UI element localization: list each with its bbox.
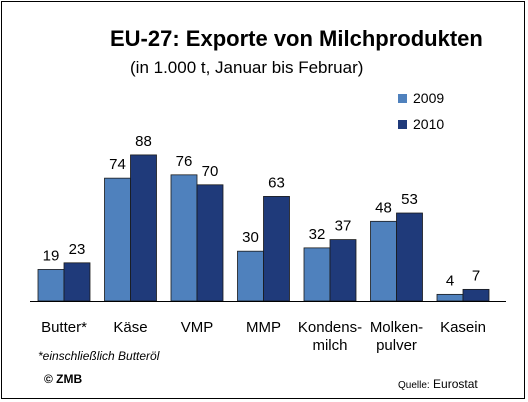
bar-2009-0	[37, 269, 65, 302]
category-label-6-0: Kasein	[440, 319, 486, 336]
value-label-2010-2: 70	[202, 163, 219, 180]
bar-2010-1	[130, 154, 157, 302]
value-label-2009-5: 48	[375, 199, 392, 216]
category-label-4-0: Kondens-	[298, 319, 362, 336]
bar-2009-1	[104, 177, 131, 302]
value-label-2009-0: 19	[43, 247, 60, 264]
category-label-2-0: VMP	[181, 319, 214, 336]
value-label-2009-4: 32	[309, 226, 326, 243]
value-label-2010-0: 23	[69, 241, 86, 258]
source-label: Quelle:	[398, 380, 430, 391]
value-label-2009-2: 76	[176, 153, 193, 170]
bar-2009-2	[170, 174, 198, 302]
bar-2010-0	[63, 262, 91, 302]
category-label-5-1: pulver	[376, 337, 417, 354]
category-label-0-0: Butter*	[41, 319, 87, 336]
bar-2010-5	[396, 212, 423, 302]
legend-item-2010: 2010	[398, 116, 444, 132]
value-label-2010-3: 63	[268, 174, 285, 191]
bar-2009-4	[303, 247, 331, 302]
copyright: © ZMB	[44, 372, 83, 386]
value-label-2010-5: 53	[401, 191, 418, 208]
source-value: Eurostat	[433, 377, 478, 391]
category-label-3-0: MMP	[246, 319, 281, 336]
value-label-2009-6: 4	[446, 272, 454, 289]
bar-2009-3	[237, 250, 264, 302]
legend-item-2009: 2009	[398, 90, 444, 106]
source: Quelle: Eurostat	[398, 377, 478, 391]
value-label-2010-1: 88	[135, 133, 152, 150]
chart-title: EU-27: Exporte von Milchprodukten	[110, 26, 483, 51]
legend-swatch-2010	[398, 119, 407, 129]
category-label-5-0: Molken-	[370, 319, 423, 336]
bar-2009-5	[370, 220, 397, 302]
value-label-2009-3: 30	[242, 229, 259, 246]
footnote: *einschließlich Butteröl	[38, 349, 160, 363]
bar-2010-4	[329, 239, 357, 302]
value-label-2010-4: 37	[335, 218, 352, 235]
category-label-1-0: Käse	[113, 319, 147, 336]
legend-label-2009: 2009	[413, 90, 445, 106]
bar-2010-2	[196, 184, 224, 302]
legend-swatch-2009	[398, 93, 407, 103]
bar-2010-3	[263, 196, 290, 302]
bar-2010-6	[462, 288, 490, 302]
value-label-2009-1: 74	[109, 156, 126, 173]
value-label-2010-6: 7	[472, 267, 480, 284]
bar-2009-6	[436, 293, 464, 302]
legend-label-2010: 2010	[413, 116, 445, 132]
category-label-4-1: milch	[312, 337, 347, 354]
chart-subtitle: (in 1.000 t, Januar bis Februar)	[130, 58, 364, 77]
